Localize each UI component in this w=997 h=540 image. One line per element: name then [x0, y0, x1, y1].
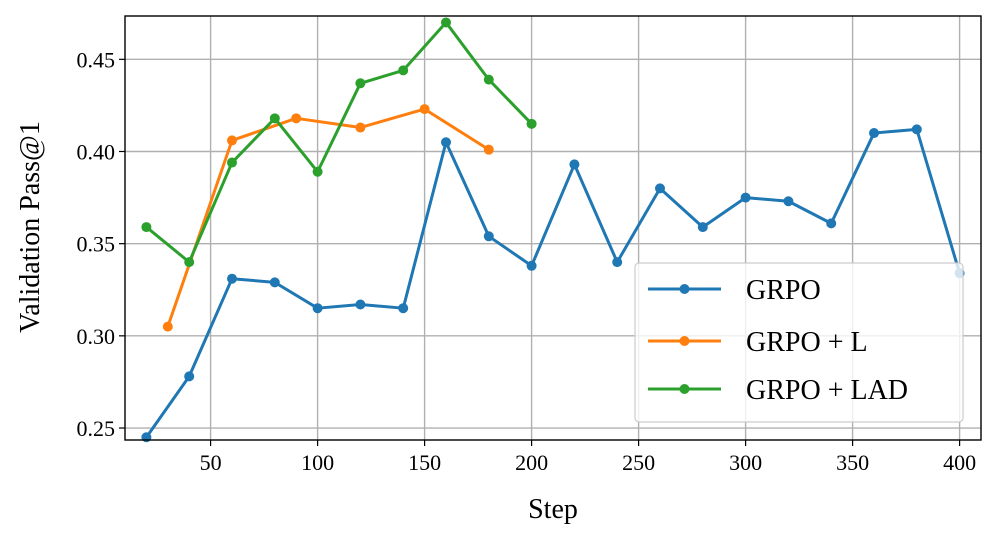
data-point-grpo-lad [355, 78, 366, 89]
data-point-grpo [869, 128, 879, 139]
legend-marker-grpo-l [679, 336, 690, 346]
data-point-grpo-lad [526, 118, 537, 129]
data-point-grpo-lad [483, 74, 494, 85]
y-axis-ticks: 0.25 0.30 0.35 0.40 0.45 [77, 47, 125, 441]
data-point-grpo [612, 257, 623, 268]
data-point-grpo [569, 159, 580, 170]
legend-marker-grpo [679, 284, 690, 294]
x-tick-label: 50 [200, 450, 222, 475]
data-point-grpo [227, 273, 237, 284]
x-tick-label: 300 [729, 450, 762, 475]
data-point-grpo [740, 192, 751, 203]
legend-marker-grpo-lad [679, 384, 690, 394]
legend-label-grpo-lad: GRPO + LAD [746, 375, 908, 406]
data-point-grpo-lad [141, 222, 152, 233]
y-tick-label: 0.25 [77, 416, 116, 441]
series-line-grpo-lad [145, 20, 533, 264]
legend-label-grpo-l: GRPO + L [746, 327, 868, 358]
legend-entry-grpo: GRPO [648, 275, 821, 306]
data-point-grpo [826, 218, 837, 229]
data-point-grpo [269, 277, 280, 288]
y-tick-label: 0.30 [77, 324, 116, 349]
data-point-grpo-l [483, 144, 494, 155]
data-point-grpo-l [355, 122, 366, 133]
series-layer [141, 17, 965, 443]
legend-label-grpo: GRPO [746, 275, 821, 306]
data-point-grpo [184, 371, 195, 382]
legend-entry-grpo-l: GRPO + L [648, 327, 868, 358]
series-line-grpo-l [166, 107, 490, 328]
data-point-grpo [526, 260, 537, 271]
data-point-grpo [483, 231, 494, 242]
data-point-grpo [783, 196, 794, 207]
data-point-grpo-l [419, 104, 430, 115]
data-point-grpo-l [227, 135, 237, 146]
x-tick-label: 400 [943, 450, 976, 475]
data-point-grpo-lad [227, 157, 237, 168]
legend-box [634, 262, 964, 423]
data-point-grpo [141, 432, 152, 443]
data-point-grpo-l [291, 113, 302, 124]
y-axis-label: Validation Pass@1 [15, 121, 46, 333]
data-point-grpo [441, 137, 451, 148]
x-tick-label: 250 [622, 450, 655, 475]
data-point-grpo [355, 299, 366, 310]
legend-entry-grpo-lad: GRPO + LAD [648, 375, 908, 406]
x-tick-label: 200 [515, 450, 548, 475]
data-point-grpo [911, 124, 922, 135]
series-grpo-lad [141, 17, 537, 268]
x-axis-ticks: 50 100 150 200 250 300 350 400 [200, 440, 976, 475]
data-point-grpo-lad [312, 166, 323, 177]
data-point-grpo [655, 183, 665, 194]
data-point-grpo-l [162, 321, 173, 332]
data-point-grpo-lad [398, 65, 409, 76]
y-tick-label: 0.40 [77, 139, 116, 164]
series-grpo-l [162, 104, 494, 332]
data-point-grpo [312, 303, 323, 314]
data-point-grpo-lad [269, 113, 280, 124]
x-tick-label: 150 [408, 450, 441, 475]
x-tick-label: 100 [301, 450, 334, 475]
x-tick-label: 350 [836, 450, 869, 475]
data-point-grpo [398, 303, 409, 314]
data-point-grpo [697, 222, 708, 233]
y-tick-label: 0.35 [77, 232, 116, 257]
data-point-grpo-lad [441, 17, 451, 28]
data-point-grpo-lad [184, 257, 195, 268]
legend: GRPO GRPO + L GRPO + LAD [634, 262, 964, 423]
x-axis-label: Step [528, 494, 578, 525]
plot-frame [124, 15, 982, 441]
y-tick-label: 0.45 [77, 47, 116, 72]
series-line-grpo [145, 127, 962, 439]
